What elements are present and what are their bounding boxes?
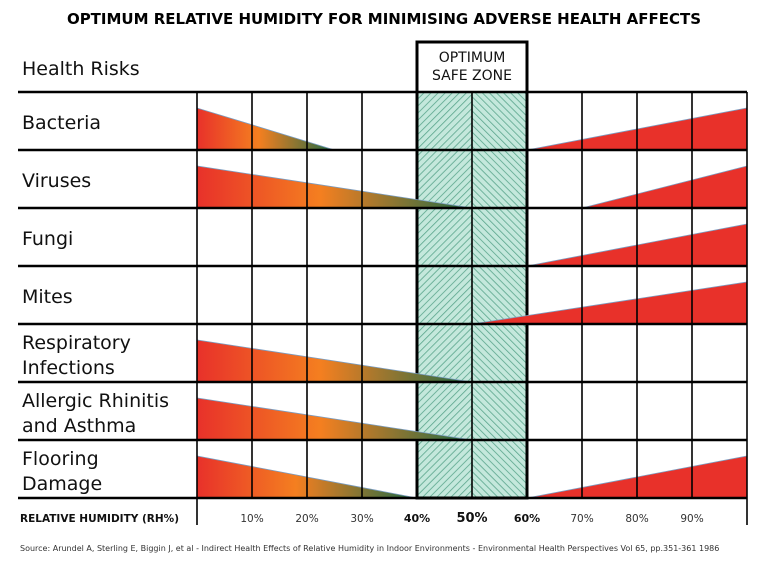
row-label: Fungi: [22, 228, 73, 250]
row-label: Allergic Rhinitis: [22, 390, 169, 412]
axis-tick-label: 10%: [240, 513, 263, 525]
row-label: Respiratory: [22, 332, 131, 354]
axis-tick-label: 90%: [680, 513, 703, 525]
row-label: Damage: [22, 473, 102, 495]
header-label: Health Risks: [22, 58, 140, 80]
safe-zone-label: OPTIMUM: [439, 50, 506, 66]
axis-tick-label: 60%: [514, 512, 540, 525]
diagram-title: OPTIMUM RELATIVE HUMIDITY FOR MINIMISING…: [67, 10, 701, 28]
axis-tick-label: 80%: [625, 513, 648, 525]
safe-zone-hatch-left: [417, 92, 472, 498]
safe-zone-label: SAFE ZONE: [432, 68, 512, 84]
axis-label: RELATIVE HUMIDITY (RH%): [20, 513, 179, 525]
row-label: Bacteria: [22, 112, 101, 134]
row-label: Flooring: [22, 448, 99, 470]
row-label: Infections: [22, 357, 115, 379]
row-label: and Asthma: [22, 415, 136, 437]
safe-zone-hatch-right: [472, 92, 527, 498]
axis-tick-label: 20%: [295, 513, 318, 525]
axis-tick-label: 30%: [350, 513, 373, 525]
axis-tick-label: 70%: [570, 513, 593, 525]
row-label: Viruses: [22, 170, 91, 192]
risk-wedge-high-humidity: [581, 165, 748, 209]
row-label: Mites: [22, 286, 73, 308]
risk-wedge-low-humidity: [196, 107, 335, 151]
axis-tick-label: 50%: [456, 511, 487, 526]
source-citation: Source: Arundel A, Sterling E, Biggin J,…: [20, 544, 719, 553]
axis-tick-label: 40%: [404, 512, 430, 525]
